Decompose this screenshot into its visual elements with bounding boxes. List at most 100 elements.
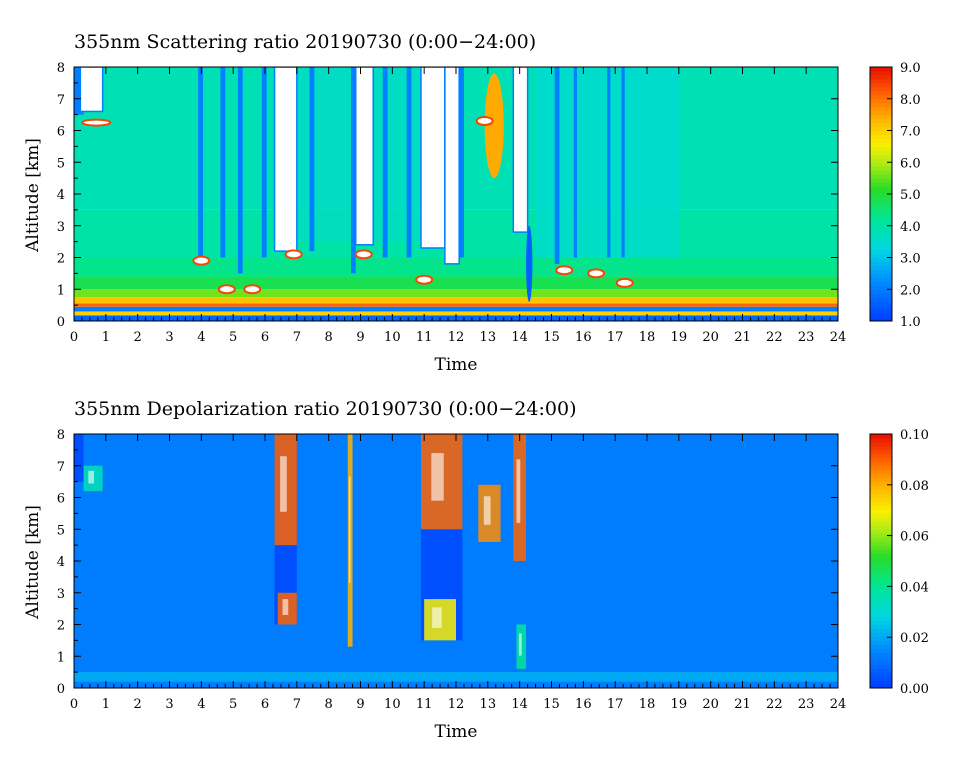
colorbar-swatch — [870, 584, 892, 590]
colorbar-swatch — [870, 182, 892, 187]
colorbar-tick-label: 0.06 — [900, 530, 929, 545]
colorbar-swatch — [870, 545, 892, 550]
colorbar-swatch — [870, 461, 892, 467]
background-band — [74, 311, 838, 316]
x-tick-label: 2 — [134, 697, 142, 712]
depolarization-ratio-chart: 355nm Depolarization ratio 20190730 (0:0… — [23, 398, 929, 742]
colorbar-swatch — [870, 178, 892, 183]
y-tick-label: 0 — [57, 682, 65, 697]
cloud-blob — [587, 268, 606, 279]
saturated-speckle — [432, 607, 442, 628]
y-tick-label: 4 — [57, 188, 65, 203]
y-tick-label: 3 — [57, 587, 65, 602]
colorbar-tick-label: 6.0 — [900, 156, 921, 171]
x-tick-label: 10 — [384, 330, 401, 345]
colorbar-swatch — [870, 453, 892, 459]
colorbar-swatch — [870, 612, 892, 618]
x-tick-label: 14 — [511, 697, 528, 712]
x-tick-label: 22 — [766, 330, 783, 345]
colorbar-swatch — [870, 118, 892, 124]
saturated-region — [420, 67, 446, 249]
y-axis-label: Altitude [km] — [23, 505, 43, 620]
x-tick-label: 8 — [325, 330, 333, 345]
low-value-strip — [554, 67, 560, 264]
x-tick-label: 17 — [607, 697, 624, 712]
colorbar-swatch — [870, 309, 892, 314]
x-tick-label: 22 — [766, 697, 783, 712]
colorbar-swatch — [870, 186, 892, 191]
y-tick-label: 8 — [57, 428, 65, 443]
x-tick-label: 13 — [480, 330, 497, 345]
colorbar-swatch — [870, 672, 892, 677]
x-tick-label: 2 — [134, 330, 142, 345]
colorbar-swatch — [870, 493, 892, 498]
colorbar-swatch — [870, 469, 892, 475]
colorbar-swatch — [870, 245, 892, 251]
colorbar-swatch — [870, 656, 892, 661]
saturated-region — [512, 67, 529, 233]
low-value-strip — [607, 67, 611, 258]
colorbar-swatch — [870, 664, 892, 669]
x-tick-label: 11 — [416, 697, 433, 712]
colorbar-swatch — [870, 269, 892, 274]
y-tick-label: 2 — [57, 619, 65, 634]
colorbar-swatch — [870, 541, 892, 546]
colorbar-swatch — [870, 94, 892, 100]
x-tick-label: 1 — [102, 330, 110, 345]
x-axis-label: Time — [435, 722, 478, 742]
colorbar-swatch — [870, 580, 892, 586]
heatmap-field — [74, 434, 838, 688]
colorbar-swatch — [870, 557, 892, 562]
x-tick-label: 14 — [511, 330, 528, 345]
colorbar-swatch — [870, 162, 892, 167]
y-tick-label: 7 — [57, 460, 65, 475]
colorbar-swatch — [870, 445, 892, 451]
x-tick-label: 21 — [734, 330, 751, 345]
colorbar-swatch — [870, 596, 892, 602]
x-tick-label: 15 — [543, 330, 560, 345]
saturated-region — [273, 67, 298, 252]
x-tick-label: 20 — [702, 330, 719, 345]
x-tick-label: 19 — [671, 697, 688, 712]
colorbar-swatch — [870, 82, 892, 88]
x-tick-label: 0 — [70, 330, 78, 345]
colorbar-swatch — [870, 537, 892, 542]
colorbar-swatch — [870, 174, 892, 179]
x-tick-label: 6 — [261, 330, 269, 345]
colorbar-tick-label: 0.02 — [900, 631, 929, 646]
colorbar-swatch — [870, 644, 892, 649]
x-tick-label: 18 — [639, 697, 656, 712]
colorbar-swatch — [870, 636, 892, 641]
x-tick-label: 23 — [798, 330, 815, 345]
colorbar-swatch — [870, 497, 892, 502]
low-value-strip — [237, 67, 243, 274]
y-axis-label: Altitude [km] — [23, 138, 43, 253]
colorbar-swatch — [870, 437, 892, 443]
colorbar-swatch — [870, 465, 892, 471]
low-value-strip — [621, 67, 625, 258]
colorbar-swatch — [870, 138, 892, 143]
colorbar-swatch — [870, 684, 892, 689]
colorbar-swatch — [870, 70, 892, 76]
colorbar-swatch — [870, 209, 892, 215]
background-band — [74, 297, 838, 304]
x-tick-label: 7 — [293, 330, 301, 345]
x-tick-label: 9 — [356, 330, 364, 345]
colorbar-swatch — [870, 142, 892, 147]
colorbar-tick-label: 4.0 — [900, 220, 921, 235]
low-value-strip — [350, 67, 356, 274]
colorbar-tick-label: 7.0 — [900, 125, 921, 140]
colorbar-swatch — [870, 253, 892, 258]
saturated-speckle — [280, 456, 287, 512]
colorbar-swatch — [870, 624, 892, 629]
colorbar-swatch — [870, 640, 892, 645]
colorbar-tick-label: 3.0 — [900, 252, 921, 267]
background-band — [74, 289, 838, 298]
colorbar-swatch — [870, 628, 892, 633]
x-tick-label: 16 — [575, 697, 592, 712]
x-tick-label: 13 — [480, 697, 497, 712]
y-tick-label: 5 — [57, 523, 65, 538]
colorbar-swatch — [870, 217, 892, 223]
colorbar-swatch — [870, 197, 892, 203]
colorbar-swatch — [870, 676, 892, 681]
